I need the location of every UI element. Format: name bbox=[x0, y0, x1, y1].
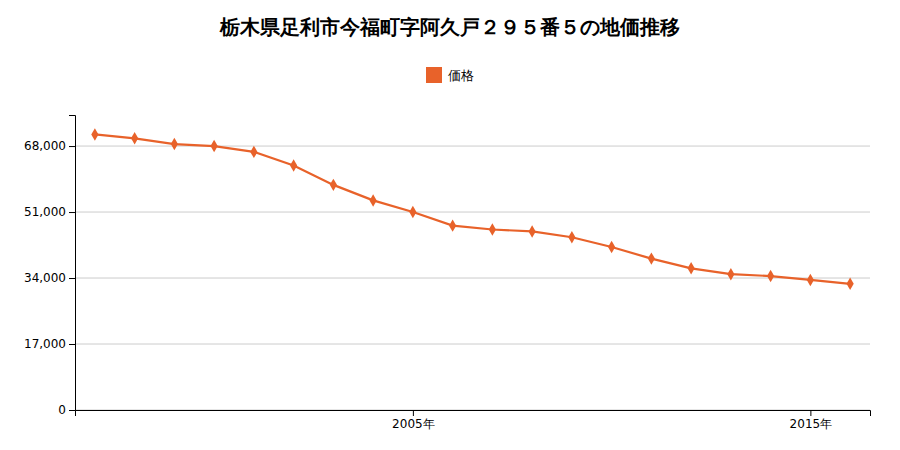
marker bbox=[330, 179, 337, 191]
marker bbox=[131, 132, 138, 144]
grid-line bbox=[75, 212, 870, 213]
marker bbox=[370, 194, 377, 206]
tick: 2005年 bbox=[392, 410, 435, 431]
tick-mark bbox=[69, 344, 75, 345]
tick-label: 68,000 bbox=[24, 139, 66, 153]
chart: 栃木県足利市今福町字阿久戸２９５番５の地価推移 2005年 2015年 0 17,000… bbox=[0, 0, 900, 450]
x-axis-line bbox=[76, 411, 871, 417]
line bbox=[95, 134, 850, 283]
markers bbox=[91, 128, 853, 290]
tick-mark bbox=[69, 146, 75, 147]
marker bbox=[91, 128, 98, 140]
tick: 51,000 bbox=[24, 205, 75, 219]
marker bbox=[767, 270, 774, 282]
tick-label: 0 bbox=[58, 403, 66, 417]
y-grid bbox=[75, 146, 870, 410]
grid-line bbox=[75, 278, 870, 279]
marker bbox=[409, 206, 416, 218]
marker bbox=[211, 140, 218, 152]
x-axis: 2005年 2015年 bbox=[76, 410, 871, 431]
marker bbox=[449, 219, 456, 231]
marker bbox=[688, 262, 695, 274]
marker bbox=[529, 225, 536, 237]
marker bbox=[608, 241, 615, 253]
tick: 34,000 bbox=[24, 271, 75, 285]
plot: 2005年 2015年 0 17,000 34,000 51,000 68,000 bbox=[24, 116, 871, 431]
marker bbox=[568, 231, 575, 243]
title: 栃木県足利市今福町字阿久戸２９５番５の地価推移 bbox=[219, 15, 680, 39]
tick-mark bbox=[69, 278, 75, 279]
marker bbox=[250, 146, 257, 158]
tick-label: 51,000 bbox=[24, 205, 66, 219]
marker bbox=[489, 223, 496, 235]
tick: 68,000 bbox=[24, 139, 75, 153]
tick-label: 2015年 bbox=[790, 417, 833, 431]
marker bbox=[727, 268, 734, 280]
legend: 価格 bbox=[426, 67, 474, 83]
marker bbox=[290, 159, 297, 171]
tick-mark bbox=[69, 410, 75, 411]
tick-mark bbox=[810, 410, 811, 416]
marker bbox=[847, 278, 854, 290]
marker bbox=[648, 252, 655, 264]
y-axis-line bbox=[69, 116, 76, 411]
tick: 0 bbox=[58, 403, 75, 417]
tick: 17,000 bbox=[24, 337, 75, 351]
legend-swatch bbox=[426, 67, 442, 83]
tick: 2015年 bbox=[790, 410, 833, 431]
marker bbox=[171, 138, 178, 150]
grid-line bbox=[75, 344, 870, 345]
tick-label: 34,000 bbox=[24, 271, 66, 285]
marks bbox=[91, 128, 853, 290]
tick-label: 2005年 bbox=[392, 417, 435, 431]
tick-mark bbox=[69, 212, 75, 213]
tick-mark bbox=[413, 410, 414, 416]
y-axis: 0 17,000 34,000 51,000 68,000 bbox=[24, 116, 76, 418]
tick-label: 17,000 bbox=[24, 337, 66, 351]
legend-label: 価格 bbox=[448, 68, 474, 83]
marker bbox=[807, 274, 814, 286]
legend-item: 価格 bbox=[426, 67, 474, 83]
